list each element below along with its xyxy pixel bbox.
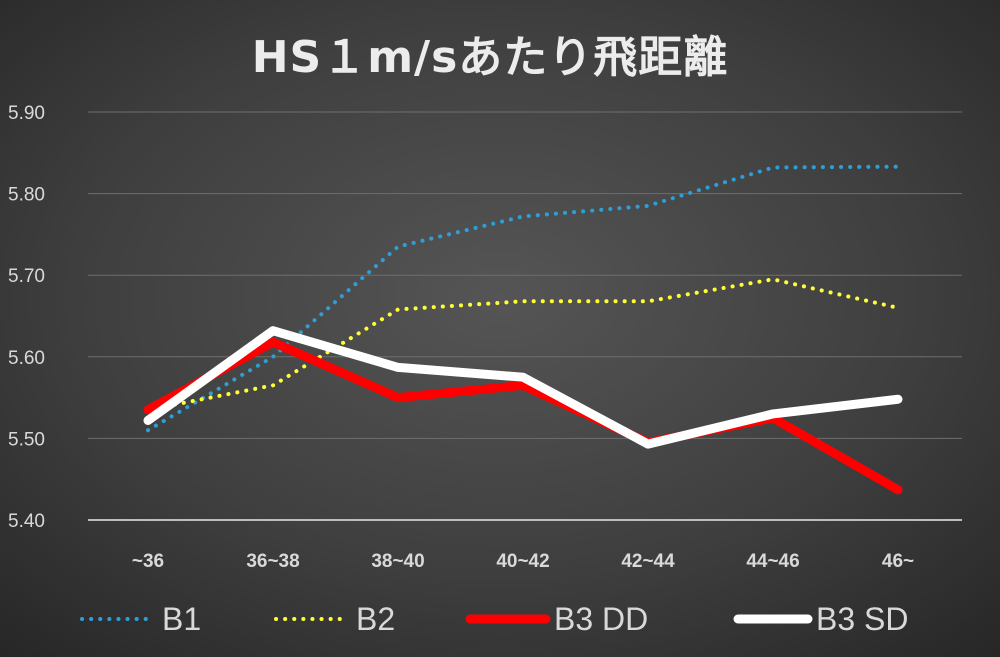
y-tick-label: 5.60 (8, 348, 45, 369)
y-tick-label: 5.80 (8, 185, 45, 206)
legend-label-b3-dd: B3 DD (554, 601, 648, 637)
x-tick-label: 46~ (882, 551, 914, 572)
x-tick-label: 36~38 (246, 551, 299, 572)
y-tick-label: 5.90 (8, 103, 45, 124)
y-tick-label: 5.50 (8, 429, 45, 450)
x-tick-label: 38~40 (371, 551, 424, 572)
series-line-b1 (146, 164, 900, 433)
x-tick-label: 42~44 (621, 551, 675, 572)
legend-label-b1: B1 (162, 601, 201, 637)
y-tick-label: 5.70 (8, 266, 45, 287)
axes: 5.40 5.50 5.60 5.70 5.80 5.90 ~36 36~38 38~40 40~… (8, 103, 962, 572)
x-tick-label: ~36 (132, 551, 164, 572)
series-line-b3-sd (143, 326, 903, 449)
y-tick-label: 5.40 (8, 511, 45, 532)
legend-label-b2: B2 (356, 601, 395, 637)
x-tick-label: 44~46 (746, 551, 799, 572)
series-line-b2 (146, 277, 900, 412)
legend: B1 B2 B3 DD B3 SD (80, 601, 908, 637)
chart-title: HS１m/sあたり飛距離 (252, 32, 729, 83)
series-lines (143, 164, 903, 495)
legend-label-b3-sd: B3 SD (816, 601, 908, 637)
x-tick-label: 40~42 (496, 551, 549, 572)
